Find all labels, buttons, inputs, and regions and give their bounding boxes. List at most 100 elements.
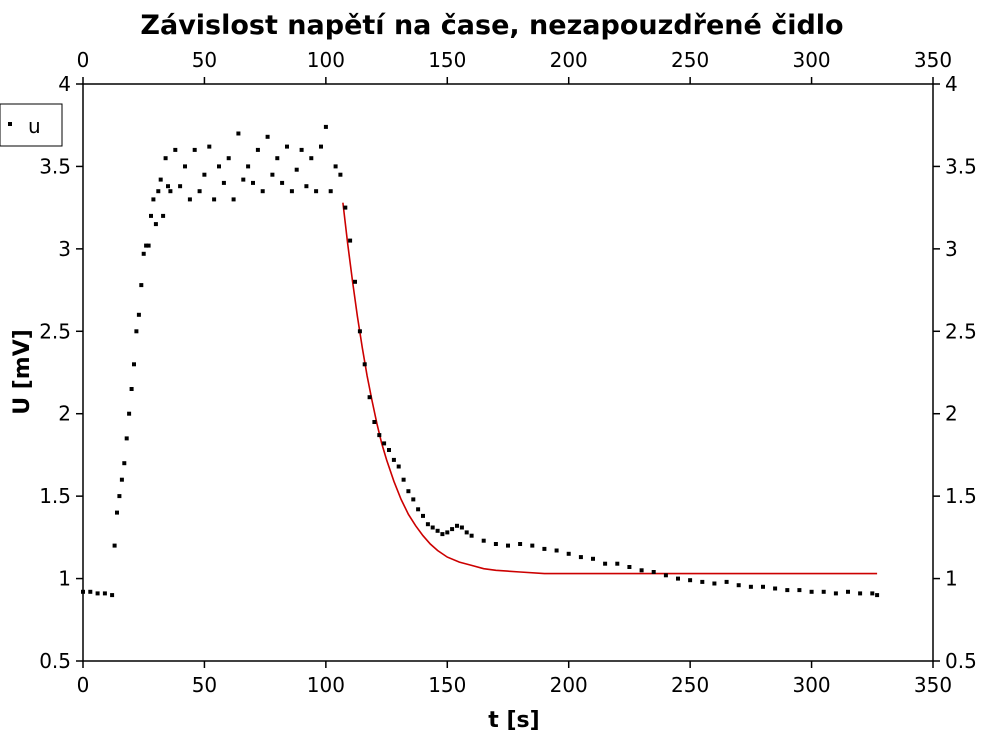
fit-curve xyxy=(342,202,878,575)
x-tick-label-top: 300 xyxy=(792,48,830,72)
y-tick-label-left: 4 xyxy=(58,72,71,96)
data-point xyxy=(411,497,416,502)
data-point xyxy=(736,583,741,588)
data-point xyxy=(724,579,729,584)
data-point xyxy=(144,243,149,248)
y-axis-label: U [mV] xyxy=(10,329,35,415)
data-point xyxy=(518,542,523,546)
data-point xyxy=(323,124,328,129)
legend-label-u: u xyxy=(28,114,41,138)
data-point xyxy=(603,561,608,566)
x-tick-label-top: 0 xyxy=(77,48,90,72)
data-point xyxy=(115,510,119,515)
y-tick-label-right: 4 xyxy=(945,72,958,96)
y-tick-label-right: 3.5 xyxy=(945,154,977,178)
data-point xyxy=(217,164,221,169)
data-point xyxy=(416,507,421,512)
data-point xyxy=(348,238,353,243)
x-axis-label: t [s] xyxy=(488,708,539,733)
data-point xyxy=(469,533,474,538)
data-point xyxy=(333,164,338,169)
y-tick-label-left: 1 xyxy=(58,567,71,591)
data-point xyxy=(265,134,270,139)
legend: u xyxy=(0,103,63,147)
data-point xyxy=(139,283,144,288)
data-point xyxy=(464,530,469,535)
data-point xyxy=(367,395,372,400)
data-point xyxy=(748,584,753,589)
y-tick-label-left: 2 xyxy=(58,402,71,426)
x-tick-label-top: 350 xyxy=(914,48,952,72)
data-point xyxy=(797,588,802,593)
fit-curve-layer xyxy=(342,202,878,575)
data-point xyxy=(566,551,571,556)
data-point xyxy=(88,589,93,594)
data-point xyxy=(270,172,275,177)
data-point xyxy=(304,184,309,189)
axis-ticks: 0 0 50 50 100 100 150 150 200 200 250 250 300 300 350 3… xyxy=(39,48,977,697)
data-point xyxy=(134,329,139,334)
data-point xyxy=(353,279,357,284)
x-tick-label-bottom: 50 xyxy=(192,673,217,697)
x-tick-label-bottom: 200 xyxy=(550,673,588,697)
data-point xyxy=(761,584,765,589)
data-point xyxy=(875,593,880,598)
data-point xyxy=(382,441,387,446)
data-point xyxy=(207,144,212,149)
y-tick-label-left: 0.5 xyxy=(39,649,71,673)
data-point xyxy=(146,243,151,248)
data-point xyxy=(202,172,207,177)
data-point xyxy=(255,147,260,152)
data-point xyxy=(870,591,875,596)
data-point xyxy=(192,147,197,152)
data-point xyxy=(578,555,583,560)
data-point xyxy=(299,147,304,152)
data-point xyxy=(493,542,498,546)
data-point xyxy=(821,589,826,594)
data-point xyxy=(651,570,656,574)
data-point xyxy=(241,177,246,182)
data-point xyxy=(151,197,156,202)
data-point xyxy=(319,144,323,149)
data-point xyxy=(401,477,406,482)
data-point xyxy=(231,197,236,202)
data-point xyxy=(688,578,693,583)
data-point xyxy=(289,189,294,194)
data-point xyxy=(328,189,333,194)
y-tick-label-right: 2.5 xyxy=(945,319,977,343)
data-point xyxy=(183,164,187,169)
data-point xyxy=(450,527,455,532)
data-point xyxy=(173,147,178,152)
y-tick-label-right: 0.5 xyxy=(945,649,977,673)
y-tick-label-right: 3 xyxy=(945,237,958,261)
data-point xyxy=(430,525,435,530)
x-tick-label-bottom: 100 xyxy=(307,673,345,697)
plot-frame xyxy=(82,83,934,662)
data-point xyxy=(700,579,705,584)
data-point xyxy=(95,591,100,596)
data-point xyxy=(236,131,241,136)
data-point xyxy=(314,189,319,194)
y-tick-label-left: 3.5 xyxy=(39,154,71,178)
data-point xyxy=(119,477,124,482)
data-point xyxy=(809,589,814,594)
data-point xyxy=(338,172,343,177)
x-tick-label-top: 200 xyxy=(550,48,588,72)
data-point xyxy=(785,588,790,593)
x-tick-label-top: 250 xyxy=(671,48,709,72)
data-point xyxy=(591,556,595,561)
data-point xyxy=(858,591,863,596)
y-tick-label-left: 2.5 xyxy=(39,319,71,343)
data-point xyxy=(127,411,132,416)
data-point xyxy=(627,565,632,569)
data-point xyxy=(440,532,445,537)
data-point xyxy=(246,164,251,169)
data-point xyxy=(251,180,255,185)
data-point xyxy=(435,528,440,533)
data-point xyxy=(554,548,559,553)
x-tick-label-bottom: 350 xyxy=(914,673,952,697)
data-point xyxy=(542,546,547,551)
data-point xyxy=(129,387,134,391)
data-point xyxy=(506,543,510,548)
